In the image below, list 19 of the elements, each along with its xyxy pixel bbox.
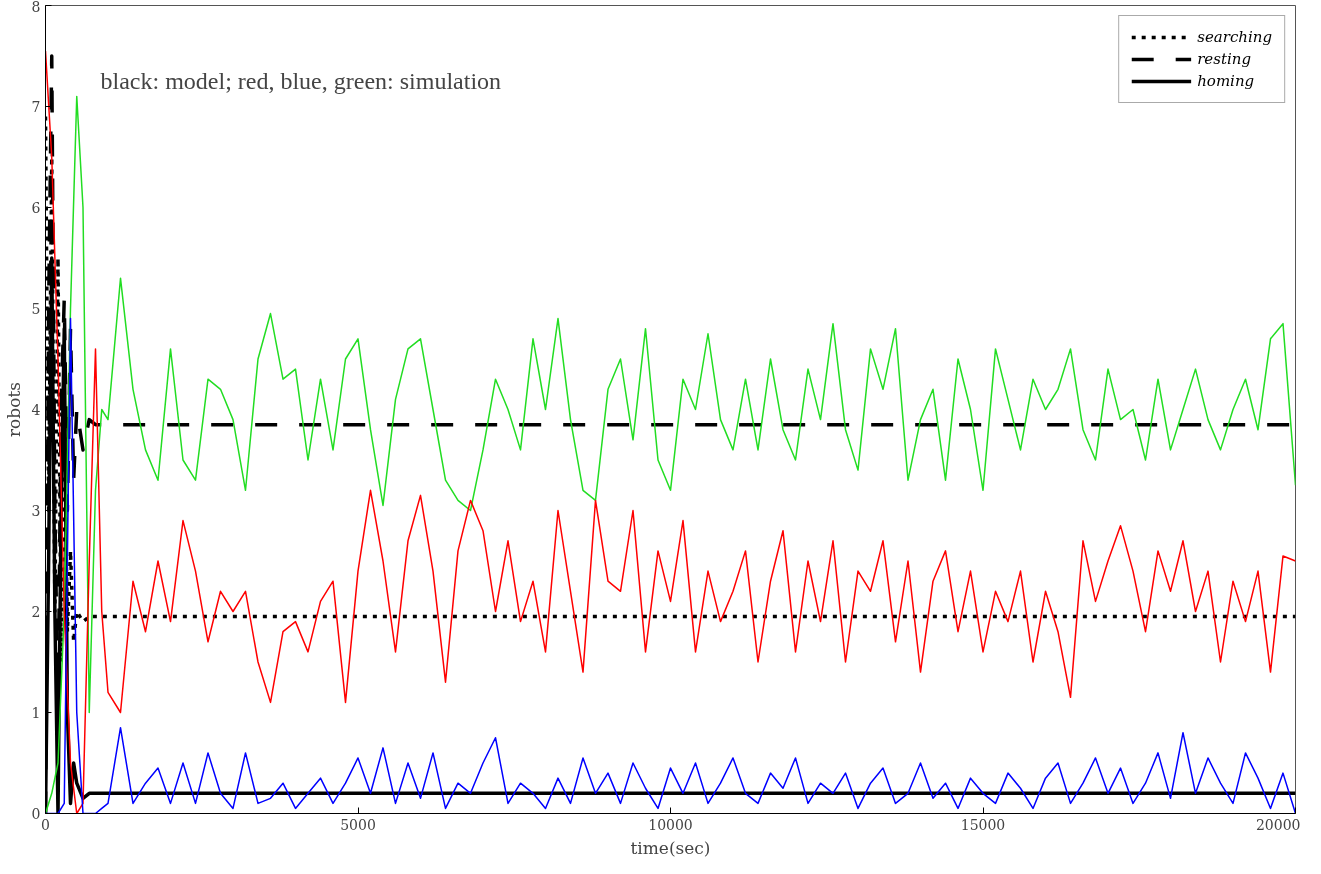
y-tick-label: 1 — [31, 705, 41, 721]
legend-label: homing — [1197, 72, 1255, 90]
y-tick-label: 6 — [31, 200, 41, 216]
y-tick-label: 7 — [31, 99, 41, 115]
y-tick-label: 8 — [31, 0, 41, 15]
x-tick-label: 5000 — [340, 816, 376, 833]
y-tick-label: 5 — [31, 301, 41, 317]
x-tick-label: 15000 — [960, 816, 1006, 833]
y-tick-label: 2 — [31, 604, 41, 620]
y-axis-title: robots — [3, 381, 24, 438]
x-tick-label: 20000 — [1255, 816, 1301, 833]
y-tick-label: 3 — [31, 503, 41, 519]
y-tick-label: 0 — [31, 806, 41, 822]
annotation: black: model; red, blue, green: simulation — [100, 67, 502, 94]
legend-label: searching — [1197, 28, 1272, 46]
x-tick-label: 10000 — [648, 816, 693, 833]
x-axis-title: time(sec) — [630, 837, 711, 858]
y-tick-label: 4 — [31, 402, 41, 418]
legend-label: resting — [1197, 50, 1252, 68]
